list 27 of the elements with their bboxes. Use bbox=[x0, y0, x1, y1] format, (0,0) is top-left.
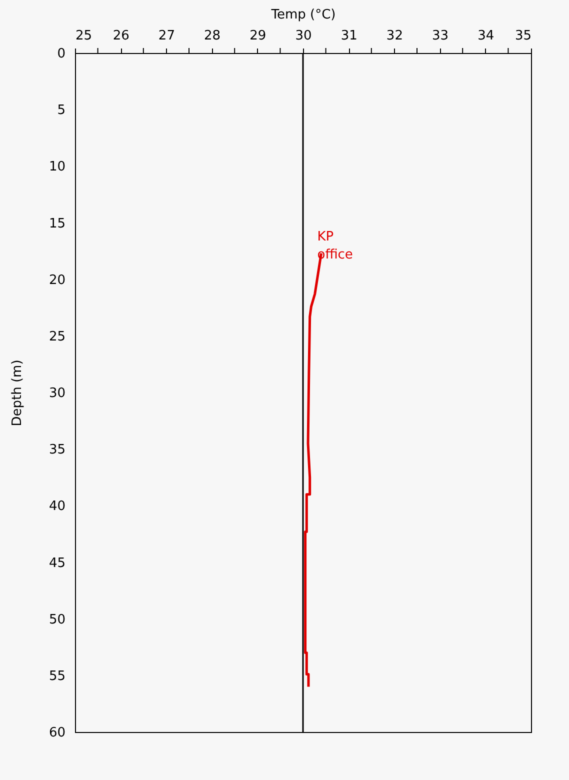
y-tick-label: 20 bbox=[48, 272, 66, 288]
y-tick-label: 25 bbox=[48, 329, 66, 344]
y-tick-label: 5 bbox=[57, 103, 66, 118]
y-tick-label: 10 bbox=[48, 160, 66, 175]
x-tick-label: 27 bbox=[158, 28, 175, 44]
x-tick-label: 31 bbox=[340, 28, 358, 44]
x-tick-label: 26 bbox=[112, 28, 130, 44]
y-tick-label: 60 bbox=[48, 726, 66, 740]
x-tick-label: 25 bbox=[76, 28, 92, 44]
x-tick-label: 28 bbox=[204, 28, 221, 44]
x-tick-label: 32 bbox=[386, 28, 403, 44]
x-tick-label: 29 bbox=[250, 28, 266, 44]
x-tick-label: 34 bbox=[478, 28, 494, 44]
y-tick-label: 0 bbox=[57, 46, 66, 62]
x-tick-label: 33 bbox=[432, 28, 449, 44]
x-tick-label: 30 bbox=[295, 28, 312, 44]
x-axis-title: Temp (°C) bbox=[270, 8, 336, 22]
y-tick-label: 30 bbox=[48, 386, 66, 401]
y-tick-label: 35 bbox=[48, 442, 66, 458]
y-tick-label: 50 bbox=[48, 612, 66, 628]
y-tick-label: 55 bbox=[48, 668, 66, 684]
y-tick-label: 15 bbox=[48, 216, 66, 232]
y-tick-label: 45 bbox=[48, 556, 66, 571]
y-axis-title: Depth (m) bbox=[10, 360, 25, 426]
y-tick-label: 40 bbox=[48, 499, 66, 514]
series-label: KP office bbox=[317, 229, 353, 262]
x-tick-label: 35 bbox=[514, 28, 532, 44]
